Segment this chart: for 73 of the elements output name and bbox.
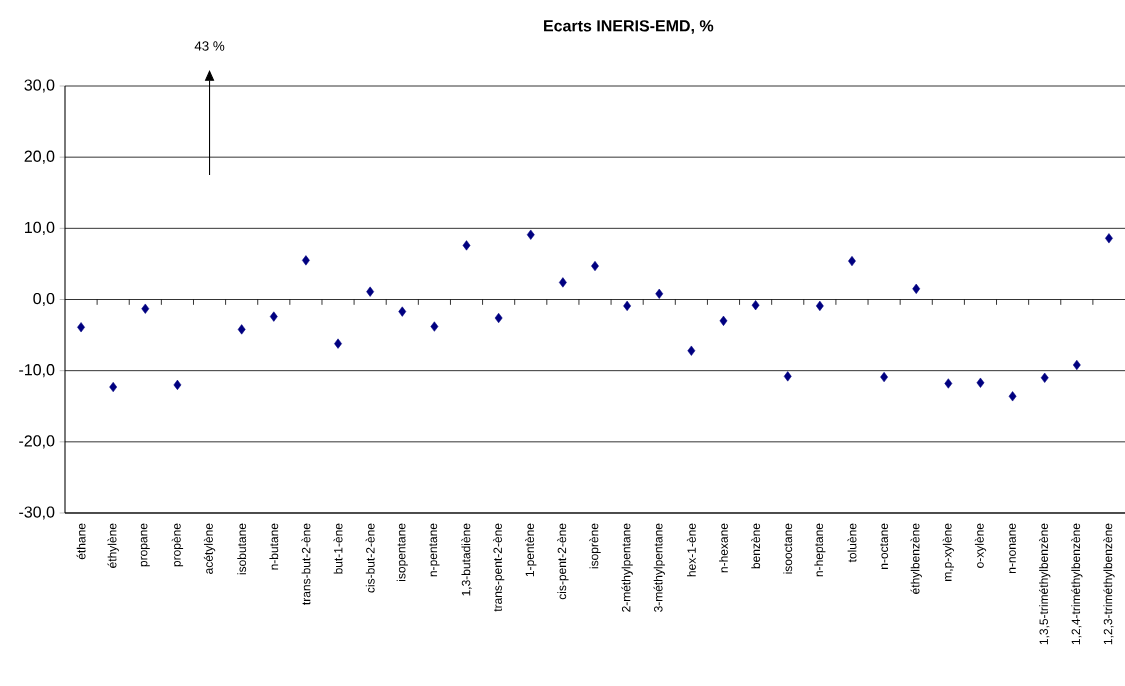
y-tick-label: 0,0 [33,292,55,307]
point [623,300,631,311]
x-tick-label: éthylène [107,523,119,568]
x-tick-label: n-butane [269,523,279,570]
x-tick-label: m,p-xylène [942,523,954,581]
x-tick-label: cis-but-2-ène [365,523,375,593]
x-tick-label: propène [171,523,184,567]
point [1040,372,1049,383]
x-tick-label: 1-pentène [525,523,537,577]
text: 43 % [194,41,225,51]
x-tick-label: benzène [751,523,761,569]
point [109,381,118,393]
point [1008,391,1017,402]
x-tick-label: acétylène [203,523,216,574]
point [430,321,439,332]
chart-title: Ecarts INERIS-EMD, % [544,20,714,34]
point [494,312,503,324]
point [462,240,471,251]
x-tick-label: 1,3,5-triméthylbenzène [1039,523,1051,645]
x-tick-label: isoprène [589,523,601,569]
x-tick-label: trans-pent-2-ène [492,523,505,612]
x-tick-label: hex-1-ène [686,523,696,577]
x-tick-label: toluène [847,523,857,563]
x-tick-label: 2-méthylpentane [621,523,633,612]
x-tick-label: n-nonane [1009,523,1016,573]
x-tick-label: o-xylène [974,523,987,568]
x-tick-label: cis-pent-2-ène [557,523,569,600]
point [398,306,407,317]
point [366,286,375,297]
point [526,229,535,240]
y-tick-label: -10,0 [19,364,55,378]
point [976,377,985,388]
point [559,277,567,288]
point [944,378,953,389]
y-tick-label: -30,0 [19,506,55,520]
x-tick-label: isopentane [396,523,408,581]
x-tick-label: éthylbenzène [910,523,922,594]
point [655,288,664,299]
x-tick-label: but-1-ène [333,523,343,574]
x-tick-label: 1,2,4-triméthylbenzène [1071,523,1083,645]
x-tick-label: propane [140,523,150,567]
y-tick-label: 20,0 [24,150,55,164]
point [334,338,342,349]
x-tick-label: 1,2,3-triméthylbenzène [1103,523,1115,645]
x-tick-label: n-heptane [814,523,826,577]
point [141,303,150,314]
x-tick-label: n-hexane [719,523,728,573]
point [302,255,310,266]
point [1105,233,1113,244]
point [815,300,824,311]
point [173,379,182,390]
point [269,311,278,322]
y-tick-label: -20,0 [19,435,55,449]
point [1072,359,1081,371]
point [751,300,760,311]
point [237,324,246,335]
point [719,315,728,326]
x-tick-label: 3-méthylpentane [653,523,665,612]
y-tick-label: 10,0 [25,221,55,235]
x-tick-label: n-octane [880,523,889,569]
x-tick-label: n-pentane [429,523,440,577]
point [848,256,856,267]
point [77,322,85,333]
y-tick-label: 30,0 [24,79,55,93]
x-tick-label: isooctane [783,523,793,574]
x-tick-label: isobutane [237,523,247,575]
x-tick-label: éthane [76,523,86,560]
point [880,372,888,383]
point [912,283,921,294]
point [687,345,696,356]
x-tick-label: trans-but-2-ène [301,523,311,605]
x-tick-label: 1,3-butadiène [461,523,472,596]
point [783,371,792,382]
